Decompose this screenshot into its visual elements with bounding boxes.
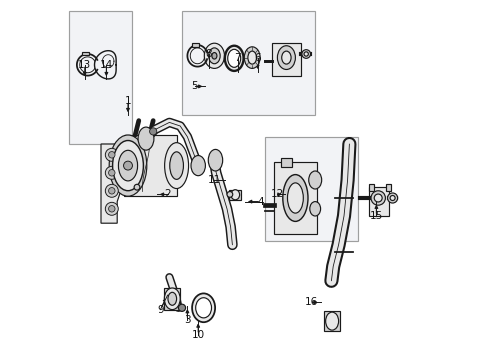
- Circle shape: [178, 304, 186, 311]
- Text: 7: 7: [235, 53, 241, 63]
- Ellipse shape: [283, 175, 308, 221]
- Circle shape: [149, 128, 157, 135]
- Circle shape: [134, 184, 140, 190]
- Bar: [281, 158, 292, 167]
- Text: 13: 13: [78, 60, 92, 70]
- Bar: [229, 190, 242, 200]
- Ellipse shape: [170, 152, 183, 179]
- Bar: [182, 11, 315, 115]
- Bar: [272, 43, 301, 76]
- Circle shape: [109, 188, 115, 194]
- Ellipse shape: [192, 293, 215, 322]
- Ellipse shape: [282, 51, 291, 64]
- Ellipse shape: [191, 156, 205, 176]
- Circle shape: [390, 195, 395, 201]
- Circle shape: [109, 170, 115, 176]
- Bar: [69, 11, 132, 144]
- Circle shape: [105, 166, 118, 179]
- Circle shape: [302, 50, 311, 58]
- Ellipse shape: [196, 298, 212, 318]
- Bar: [369, 184, 373, 191]
- Circle shape: [109, 206, 115, 212]
- Text: 4: 4: [258, 197, 265, 207]
- Text: 10: 10: [192, 330, 205, 340]
- Circle shape: [105, 148, 118, 161]
- Text: 15: 15: [370, 211, 383, 221]
- Text: 8: 8: [206, 49, 212, 59]
- Ellipse shape: [231, 190, 240, 200]
- Bar: [164, 288, 180, 310]
- Bar: [124, 135, 176, 196]
- Circle shape: [227, 192, 233, 197]
- Text: 16: 16: [305, 297, 318, 307]
- Circle shape: [371, 191, 386, 205]
- Text: 12: 12: [271, 189, 284, 199]
- Ellipse shape: [288, 183, 303, 213]
- Circle shape: [105, 184, 118, 197]
- Ellipse shape: [109, 135, 147, 196]
- Ellipse shape: [165, 143, 189, 189]
- Ellipse shape: [113, 140, 144, 191]
- Bar: [82, 52, 89, 55]
- Bar: [369, 187, 389, 216]
- Ellipse shape: [310, 202, 320, 216]
- Bar: [387, 184, 391, 191]
- Text: 5: 5: [191, 81, 198, 91]
- Circle shape: [109, 152, 115, 158]
- Bar: [274, 162, 317, 234]
- Ellipse shape: [204, 43, 224, 68]
- Circle shape: [105, 202, 118, 215]
- Ellipse shape: [225, 46, 244, 71]
- Ellipse shape: [326, 312, 339, 330]
- Ellipse shape: [168, 292, 176, 305]
- Ellipse shape: [277, 46, 295, 69]
- Ellipse shape: [138, 127, 154, 150]
- Bar: [265, 137, 358, 241]
- Text: 9: 9: [157, 305, 164, 315]
- Ellipse shape: [245, 47, 260, 68]
- Text: 6: 6: [254, 53, 261, 63]
- Circle shape: [123, 161, 132, 170]
- Ellipse shape: [212, 53, 217, 59]
- Ellipse shape: [228, 49, 241, 67]
- Ellipse shape: [248, 51, 257, 64]
- Text: 3: 3: [184, 315, 191, 325]
- Circle shape: [388, 193, 398, 203]
- Ellipse shape: [209, 48, 220, 64]
- Circle shape: [374, 194, 382, 202]
- Text: 1: 1: [124, 96, 131, 106]
- Ellipse shape: [208, 149, 222, 171]
- Text: 2: 2: [164, 189, 171, 199]
- Polygon shape: [101, 144, 139, 223]
- Ellipse shape: [309, 171, 321, 189]
- Ellipse shape: [119, 150, 138, 181]
- Ellipse shape: [164, 288, 180, 310]
- Text: 14: 14: [100, 60, 113, 70]
- Bar: [324, 311, 341, 331]
- Text: 11: 11: [208, 175, 221, 185]
- Circle shape: [304, 52, 308, 56]
- Bar: [193, 43, 199, 47]
